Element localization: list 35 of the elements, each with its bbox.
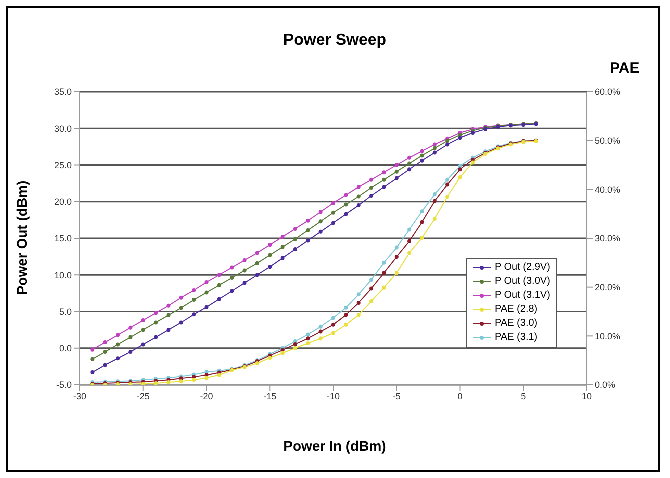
x-tick-label: 10 xyxy=(582,391,592,402)
legend-label: PAE (3.1) xyxy=(495,331,538,345)
x-axis-title: Power In (dBm) xyxy=(282,438,388,454)
y2-tick-label: 30.0% xyxy=(595,234,621,244)
x-tick-label: -25 xyxy=(136,391,150,402)
x-tick-label: -5 xyxy=(392,391,401,402)
y-tick-label: 30.0 xyxy=(54,124,72,134)
legend-label: P Out (3.1V) xyxy=(495,289,550,303)
legend-label: P Out (2.9V) xyxy=(495,261,550,275)
y-axis-title: Power Out (dBm) xyxy=(14,180,30,296)
y-tick-label: 5.0 xyxy=(59,306,72,317)
x-tick-label: 5 xyxy=(521,391,526,402)
y-tick-label: 20.0 xyxy=(54,197,72,208)
y2-tick-label: 0.0% xyxy=(595,380,616,390)
y2-tick-label: 10.0% xyxy=(595,331,621,342)
chart-title: Power Sweep xyxy=(282,32,388,50)
y2-tick-label: 50.0% xyxy=(595,136,621,146)
legend-label: PAE (3.0) xyxy=(495,317,538,331)
legend-label: PAE (2.8) xyxy=(495,303,538,317)
y2-tick-label: 60.0% xyxy=(595,87,621,98)
x-tick-label: 0 xyxy=(458,391,463,402)
y2-axis-title: PAE xyxy=(610,60,640,77)
y-tick-label: 10.0 xyxy=(54,270,72,280)
y-tick-label: 0.0 xyxy=(59,344,72,354)
y2-tick-label: 20.0% xyxy=(595,282,621,293)
y-tick-label: 35.0 xyxy=(54,87,72,98)
y2-tick-label: 40.0% xyxy=(595,184,621,195)
x-tick-label: -10 xyxy=(326,391,340,402)
y-tick-label: 25.0 xyxy=(54,160,72,170)
y-tick-label: 15.0 xyxy=(54,234,72,244)
legend-label: P Out (3.0V) xyxy=(495,275,550,289)
x-tick-label: -20 xyxy=(200,391,214,402)
x-tick-label: -30 xyxy=(73,391,87,402)
y-tick-label: -5.0 xyxy=(56,380,72,390)
x-tick-label: -15 xyxy=(264,391,277,402)
